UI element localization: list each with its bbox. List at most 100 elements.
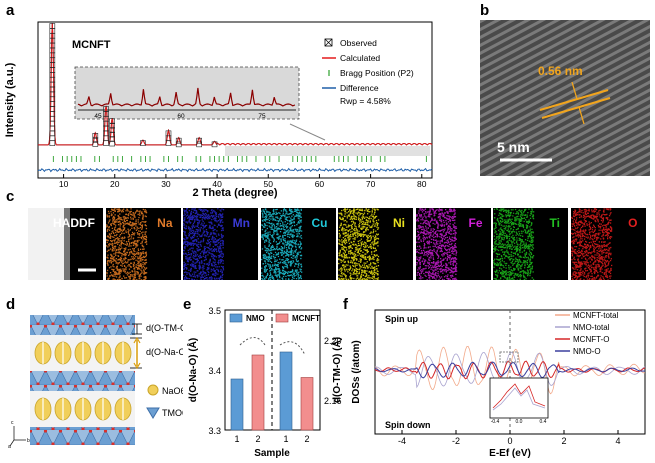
xrd-marker-3-2 [109,131,115,138]
fringe-arrow-bottom [578,106,585,125]
eds-tile-o: O [570,208,646,280]
dos-nmo-total [374,351,646,389]
left-tick-3.3: 3.3 [208,426,221,436]
bar-tm-1 [279,351,293,431]
bar-na-1 [230,378,244,431]
dos-chart: Spin up Spin down MCNFT-total NMO-total … [351,309,646,459]
panel-label-f: f [343,296,348,313]
xrd-marker-0-20 [49,42,56,49]
xrd-marker-0-1 [49,135,56,142]
dos-tick-2: 2 [561,436,566,446]
xrd-marker-7-0 [196,141,202,148]
xrd-marker-4-0 [140,140,146,146]
xrd-marker-0-21 [49,37,56,44]
fringe-marker-1 [539,89,609,111]
trend-arrow-left [239,337,266,346]
panel-label-d: d [6,296,16,313]
xrd-inset-pointer [289,123,326,141]
spin-up-label: Spin up [385,314,418,324]
right-tick-2.16: 2.16 [324,396,342,406]
eds-tile-label: O [628,216,638,230]
xrd-zoom-region [225,146,430,156]
bar-na-2 [251,354,265,431]
dos-x-ticks: -4 -2 0 2 4 [398,430,621,446]
legend-observed-cross [324,38,333,47]
distance-bar-chart: NMO MCNFT 3.5 3.4 3.3 2.20 2.16 d(O-Na-O… [186,306,343,459]
xrd-tick-70: 70 [366,179,376,189]
tmo6-legend: TMO6 [162,408,183,418]
dos-tick--2: -2 [452,436,460,446]
dos-legend: MCNFT-total NMO-total MCNFT-O NMO-O [555,311,619,356]
xrd-ylabel: Intensity (a.u.) [4,62,16,137]
fringe-marker-2 [541,97,611,119]
xrd-marker-5-2 [165,130,172,137]
hrtem-image: 0.56 nm 5 nm [480,20,650,176]
eds-tile-label: Ni [393,216,405,230]
tmo6-legend-icon [146,407,160,419]
legend-nmo-swatch [229,313,243,323]
xrd-marker-3-4 [109,122,115,129]
right-ylabel: d(O-TM-O) (Å) [330,337,343,403]
nao6-legend-icon [147,384,159,396]
xrd-tick-40: 40 [212,179,222,189]
xrd-marker-6-1 [175,137,182,144]
legend-observed-marker [324,38,333,47]
xrd-difference-curve [37,167,433,173]
eds-tile-label: Mn [232,216,250,230]
left-tick-3.4: 3.4 [208,366,221,376]
xrd-chart: Intensity (a.u.) 2 Theta (degree) 10 20 30… [4,21,433,199]
dos-inset-tick-1: -0.4 [491,419,500,425]
xrd-bragg-positions [52,156,427,162]
xrd-marker-0-17 [49,57,56,63]
hrtem-lattice: 0.56 nm 5 nm [480,20,650,176]
crystal-structure: d(O-TM-O) d(O-Na-O) NaO6 TMO6 c a b [8,315,183,450]
legend-mcnft-swatch [275,313,289,323]
panel-label-e: e [183,296,192,313]
xrd-marker-3-1 [109,136,115,142]
dos-inset: -0.4 0.0 0.4 [489,377,549,425]
xrd-marker-3-0 [109,140,115,147]
xrd-marker-1-2 [92,133,99,139]
eds-tile-haddf: HADDF [28,208,103,280]
xrd-tick-80: 80 [417,179,427,189]
panel-label-a: a [6,2,15,19]
trend-arrow-right [279,341,306,356]
axis-c-label: c [11,420,14,426]
panel-label-c: c [6,188,15,205]
xrd-marker-3-3 [109,127,115,133]
legend-rwp: Rwp = 4.58% [340,96,391,106]
dos-ylabel: DOSs (/atom) [351,340,362,403]
eds-tile-label: HADDF [53,216,95,230]
dos-legend-1: MCNFT-total [573,311,619,320]
dos-inset-tick-2: 0.0 [516,419,523,425]
nao6-prisms [34,341,132,421]
xrd-title: MCNFT [72,39,111,51]
eds-tile-label: Cu [311,216,328,230]
xrd-marker-1-1 [92,137,99,143]
xrd-marker-0-15 [49,67,56,73]
xrd-marker-0-0 [49,140,56,146]
panel-label-b: b [480,2,490,19]
spin-down-label: Spin down [385,420,431,430]
xrd-marker-2-7 [103,106,109,112]
xrd-inset: 45 60 75 [74,66,430,156]
dos-legend-3: MCNFT-O [573,335,609,344]
dos-tick--4: -4 [398,436,406,446]
xrd-marker-2-0 [103,140,109,146]
dos-legend-4: NMO-O [573,347,601,356]
xrd-marker-0-18 [49,52,56,59]
xrd-marker-7-1 [196,137,202,144]
d2-arrowheads [133,336,141,370]
left-tick-3.5: 3.5 [208,306,221,316]
dos-nmo-o [374,361,646,379]
dos-tick-4: 4 [615,436,620,446]
eds-tile-fe: Fe [415,208,491,280]
xrd-frame [37,21,433,179]
xrd-tick-50: 50 [264,179,274,189]
inset-tick-60: 60 [177,113,185,120]
eds-tile-label: Na [157,216,173,230]
nao6-legend: NaO6 [162,386,183,396]
scale-bar-label: 5 nm [497,139,530,155]
tmo-layer-3 [30,427,135,445]
fringe-spacing: 0.56 nm [538,64,583,78]
